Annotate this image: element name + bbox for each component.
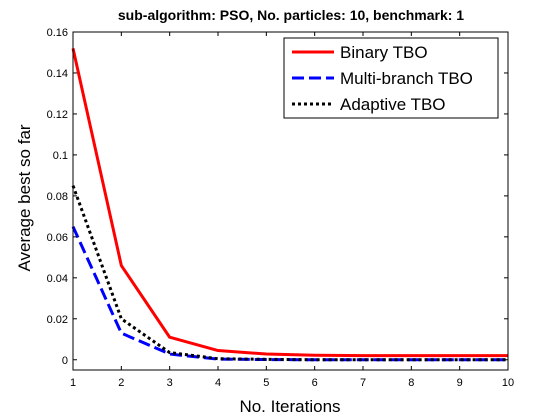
x-tick-label: 2 [118, 377, 124, 389]
y-axis-title: Average best so far [15, 124, 34, 271]
y-tick-label: 0.16 [47, 27, 68, 39]
chart-title: sub-algorithm: PSO, No. particles: 10, b… [118, 7, 464, 23]
x-tick-label: 3 [167, 377, 173, 389]
legend-label-1: Binary TBO [340, 43, 428, 62]
y-tick-label: 0.1 [53, 150, 68, 162]
x-tick-label: 6 [312, 377, 318, 389]
legend: Binary TBO Multi-branch TBO Adaptive TBO [283, 37, 499, 119]
x-tick-label: 10 [502, 377, 514, 389]
y-tick-label: 0.12 [47, 109, 68, 121]
x-tick-label: 1 [70, 377, 76, 389]
series-line-2 [71, 225, 508, 362]
y-tick-label: 0.06 [47, 232, 68, 244]
x-tick-label: 4 [215, 377, 221, 389]
y-tick-label: 0.04 [47, 273, 68, 285]
y-tick-label: 0 [62, 355, 68, 367]
x-tick-label: 9 [457, 377, 463, 389]
legend-label-2: Multi-branch TBO [340, 69, 473, 88]
y-tick-label: 0.14 [47, 68, 68, 80]
tick-layer: 1 2 3 4 5 6 7 8 9 10 0 0.02 0.04 0.06 0.08 0.1 0.12 0.14 0… [47, 27, 515, 389]
y-tick-label: 0.02 [47, 314, 68, 326]
x-tick-label: 5 [263, 377, 269, 389]
y-tick-label: 0.08 [47, 191, 68, 203]
series-line-3 [71, 185, 508, 362]
x-axis-title: No. Iterations [239, 397, 340, 416]
legend-label-3: Adaptive TBO [340, 95, 446, 114]
x-tick-label: 7 [360, 377, 366, 389]
x-tick-label: 8 [408, 377, 414, 389]
plot-frame [72, 31, 509, 371]
series-layer [71, 48, 508, 362]
series-line-1 [71, 48, 508, 358]
